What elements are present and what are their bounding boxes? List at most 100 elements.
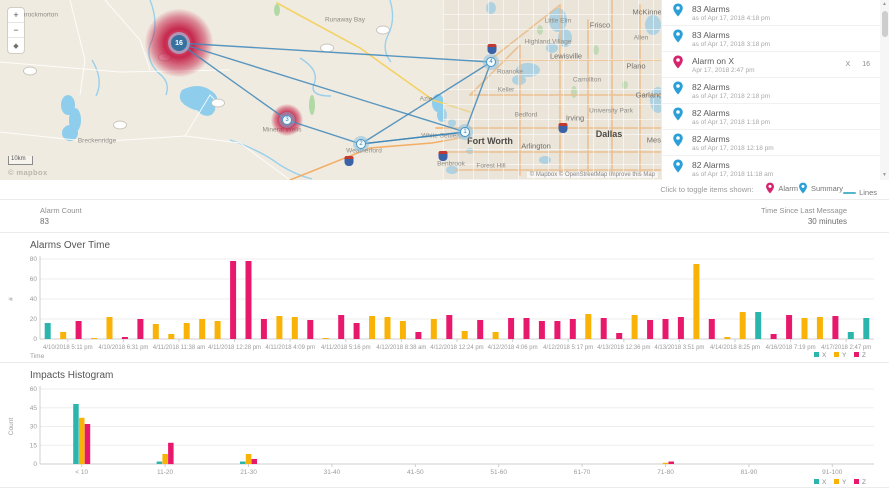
impact-bar[interactable] <box>240 461 246 465</box>
chart-legend-Y[interactable]: Y <box>834 479 847 486</box>
alarm-bar[interactable] <box>569 319 576 339</box>
chart-legend-Z[interactable]: Z <box>854 352 866 359</box>
alarm-bar[interactable] <box>662 319 669 339</box>
alarm-bar[interactable] <box>430 319 437 339</box>
alarm-bar[interactable] <box>693 264 700 339</box>
alarm-bar[interactable] <box>214 321 221 339</box>
alarm-bar[interactable] <box>152 324 159 339</box>
alarm-list-item[interactable]: 83 Alarms as of Apr 17, 2018 3:18 pm <box>662 26 880 52</box>
alarm-bar[interactable] <box>708 319 715 339</box>
alarm-bar[interactable] <box>631 315 638 339</box>
chart-legend-Z[interactable]: Z <box>854 479 866 486</box>
alarm-bar[interactable] <box>307 320 314 339</box>
alarm-bar[interactable] <box>338 315 345 339</box>
alarm-bar[interactable] <box>554 321 561 339</box>
alarm-bar[interactable] <box>786 315 793 339</box>
legend-toggle-summary[interactable]: Summary <box>798 182 843 196</box>
alarm-bar[interactable] <box>168 334 175 339</box>
alarm-bar[interactable] <box>863 318 870 339</box>
chart-legend-Y[interactable]: Y <box>834 352 847 359</box>
zoom-in-button[interactable]: + <box>8 8 24 23</box>
alarm-bar[interactable] <box>399 321 406 339</box>
alarm-list-item[interactable]: 82 Alarms as of Apr 17, 2018 11:18 am <box>662 156 880 180</box>
alarm-bar[interactable] <box>183 323 190 339</box>
mapbox-logo[interactable]: © mapbox <box>8 168 48 177</box>
alarm-bar[interactable] <box>199 319 206 339</box>
alarm-list-item[interactable]: Alarm on X Apr 17, 2018 2:47 pm X 16 <box>662 52 880 78</box>
alarm-bar[interactable] <box>369 316 376 339</box>
alarm-bar[interactable] <box>600 318 607 339</box>
map-attribution[interactable]: © Mapbox © OpenStreetMap Improve this Ma… <box>526 172 658 178</box>
impact-bar[interactable] <box>156 461 163 465</box>
alarm-bar[interactable] <box>724 337 731 339</box>
alarm-bar[interactable] <box>322 338 329 339</box>
alarm-bar[interactable] <box>832 316 839 339</box>
map-canvas[interactable]: Throckmorton Runaway Bay Breckenridge Azle M… <box>0 0 661 180</box>
scroll-up-icon[interactable]: ▲ <box>882 1 887 7</box>
alarm-bar[interactable] <box>60 332 67 339</box>
site-marker[interactable]: 1 <box>457 124 473 140</box>
alarm-bar[interactable] <box>816 317 823 339</box>
alarm-bar[interactable] <box>245 261 252 339</box>
scrollbar-thumb[interactable] <box>881 11 888 37</box>
alarm-bar[interactable] <box>44 323 51 339</box>
alarm-bar[interactable] <box>523 318 530 339</box>
alarm-bar[interactable] <box>353 323 360 339</box>
alarm-bar[interactable] <box>415 332 422 339</box>
chart-legend-X[interactable]: X <box>814 352 827 359</box>
zoom-out-button[interactable]: − <box>8 23 24 38</box>
alarm-list-item[interactable]: 82 Alarms as of Apr 17, 2018 1:18 pm <box>662 104 880 130</box>
alarm-bar[interactable] <box>260 319 267 339</box>
alarm-bar[interactable] <box>616 333 623 339</box>
site-marker[interactable]: 3 <box>279 112 295 128</box>
alarm-bar[interactable] <box>384 317 391 339</box>
alarm-bar[interactable] <box>755 312 762 339</box>
alarm-bar[interactable] <box>739 312 746 339</box>
alarm-bar[interactable] <box>508 318 515 339</box>
impact-bar[interactable] <box>245 454 252 464</box>
alarm-bar[interactable] <box>461 331 468 339</box>
site-marker[interactable]: 4 <box>483 54 499 70</box>
compass-button[interactable]: ◆ <box>8 38 24 53</box>
interstate-shield-icon <box>344 156 354 166</box>
alarm-bar[interactable] <box>647 320 654 339</box>
alarm-bar[interactable] <box>91 338 98 339</box>
alarm-list-item[interactable]: 82 Alarms as of Apr 17, 2018 2:18 pm <box>662 78 880 104</box>
alarm-bar[interactable] <box>847 332 854 339</box>
impact-bar[interactable] <box>73 404 79 464</box>
alarm-bar[interactable] <box>106 317 113 339</box>
impact-bar[interactable] <box>662 462 669 465</box>
alarm-bar[interactable] <box>137 319 144 339</box>
cluster-marker[interactable]: 16 <box>168 32 190 54</box>
impact-bar[interactable] <box>162 454 168 464</box>
chart-legend-X[interactable]: X <box>814 479 827 486</box>
alarm-bar[interactable] <box>276 316 283 339</box>
impact-bar[interactable] <box>79 417 85 465</box>
alarm-bar[interactable] <box>230 261 237 339</box>
alarm-bar[interactable] <box>677 317 684 339</box>
alarm-bar[interactable] <box>291 317 298 339</box>
alarm-bar[interactable] <box>446 315 453 339</box>
y-axis-label: Count <box>8 418 15 436</box>
legend-toggle-alarm[interactable]: Alarm <box>765 182 798 196</box>
impact-bar[interactable] <box>668 461 675 465</box>
impact-bar[interactable] <box>84 424 91 464</box>
site-marker[interactable]: 2 <box>353 136 369 152</box>
alarm-bar[interactable] <box>121 337 128 339</box>
impact-bar[interactable] <box>168 442 174 465</box>
alarm-item-timestamp: as of Apr 17, 2018 3:18 pm <box>692 40 771 48</box>
alarm-bar[interactable] <box>75 321 82 339</box>
alarm-item-timestamp: as of Apr 17, 2018 1:18 pm <box>692 118 771 126</box>
alarm-list-item[interactable]: 82 Alarms as of Apr 17, 2018 12:18 pm <box>662 130 880 156</box>
scroll-down-icon[interactable]: ▼ <box>882 172 887 178</box>
scrollbar[interactable]: ▲ ▼ <box>880 0 889 180</box>
alarm-list-item[interactable]: 83 Alarms as of Apr 17, 2018 4:18 pm <box>662 0 880 26</box>
legend-toggle-lines[interactable]: Lines <box>843 188 877 197</box>
alarm-bar[interactable] <box>492 332 499 339</box>
alarm-bar[interactable] <box>538 321 545 339</box>
alarm-bar[interactable] <box>770 334 777 339</box>
alarm-bar[interactable] <box>585 314 592 339</box>
alarm-bar[interactable] <box>477 320 484 339</box>
impact-bar[interactable] <box>251 459 258 464</box>
alarm-bar[interactable] <box>801 318 808 339</box>
